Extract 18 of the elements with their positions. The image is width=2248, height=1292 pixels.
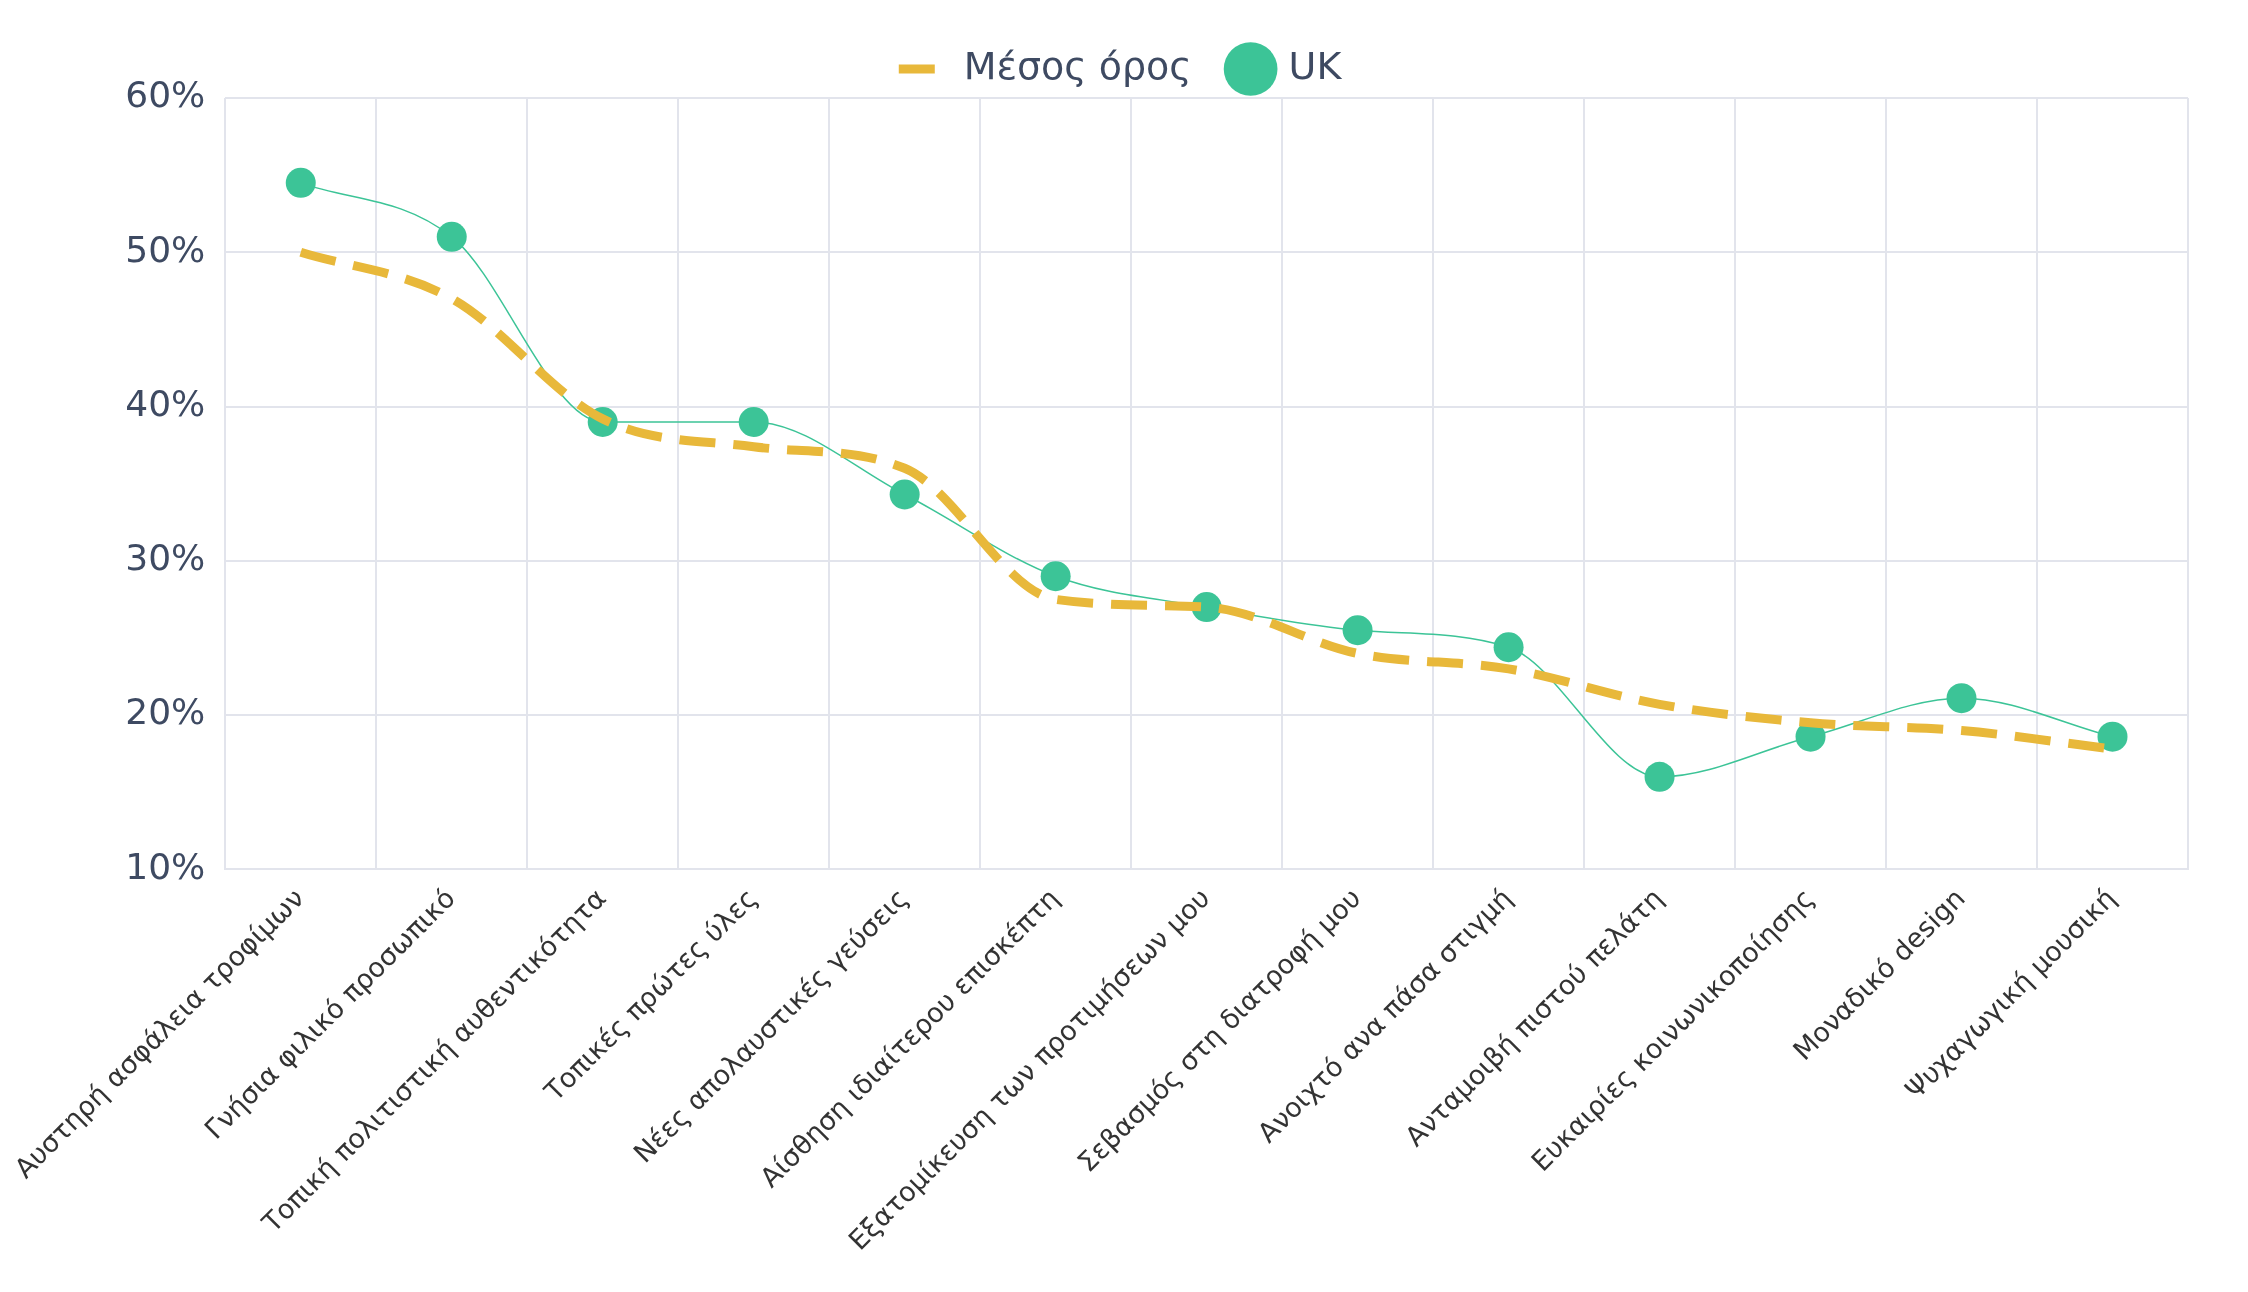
point bbox=[1040, 561, 1071, 592]
y-tick-label: 60% bbox=[125, 74, 206, 116]
point bbox=[2097, 721, 2128, 752]
y-tick-label: 20% bbox=[125, 691, 206, 733]
point bbox=[889, 479, 920, 510]
point bbox=[1493, 632, 1524, 663]
point bbox=[738, 406, 769, 437]
y-tick-label: 30% bbox=[125, 537, 206, 579]
legend-label: UK bbox=[1288, 43, 1343, 88]
legend-label: Μέσος όρος bbox=[963, 43, 1192, 88]
y-tick-label: 50% bbox=[125, 228, 206, 270]
point bbox=[1946, 683, 1977, 714]
point bbox=[285, 167, 316, 198]
y-tick-label: 40% bbox=[125, 382, 206, 424]
y-tick-label: 10% bbox=[125, 845, 206, 887]
point bbox=[1342, 615, 1373, 646]
point bbox=[436, 221, 467, 252]
point bbox=[1644, 761, 1675, 792]
